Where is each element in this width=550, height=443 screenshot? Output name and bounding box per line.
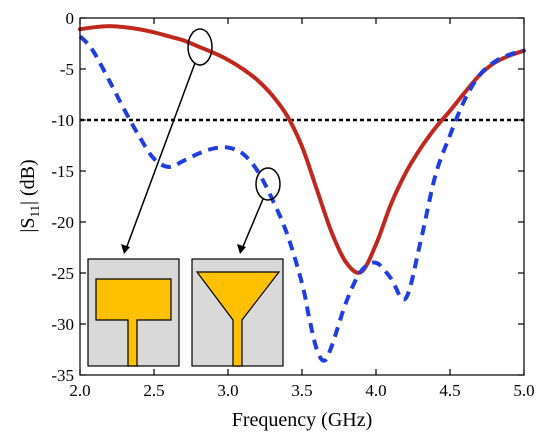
annotation-ellipse-solid (187, 28, 213, 66)
x-tick-label: 2.0 (69, 381, 90, 400)
y-axis-title-main: |S (17, 218, 39, 233)
x-tick-label: 4.0 (365, 381, 386, 400)
annotation-ellipse-dashed (255, 167, 281, 201)
y-axis-title-tail: | (dB) (17, 159, 39, 205)
inset-y-patch (191, 258, 284, 367)
inset-t-patch (87, 258, 180, 367)
y-axis-title-sub: 11 (27, 205, 42, 218)
y-tick-label: -10 (51, 111, 74, 130)
y-tick-label: -25 (51, 264, 74, 283)
arrowhead-solid (121, 244, 130, 254)
y-patch-shape (195, 271, 281, 367)
plot-frame (79, 17, 525, 376)
annotation-arrow-dashed (241, 198, 264, 250)
series-solid-line (78, 24, 526, 275)
y-tick-label: -30 (51, 315, 74, 334)
x-tick-label: 3.0 (217, 381, 238, 400)
y-axis-title: |S11| (dB) (17, 159, 42, 232)
y-tick-label: -15 (51, 162, 74, 181)
x-tick-label: 3.5 (291, 381, 312, 400)
y-tick-label: -35 (51, 366, 74, 385)
x-axis-title: Frequency (GHz) (232, 409, 373, 431)
annotation-solid (121, 28, 213, 254)
annotation-arrow-solid (125, 62, 196, 250)
x-tick-label: 4.5 (439, 381, 460, 400)
y-tick-label: 0 (66, 9, 75, 28)
y-tick-label: -5 (60, 60, 74, 79)
y-tick-label: -20 (51, 213, 74, 232)
tick-labels: 2.0 2.5 3.0 3.5 4.0 4.5 5.0 0 -5 -10 -15 -20 -25 -30 -… (51, 9, 534, 400)
annotation-dashed (237, 167, 281, 254)
x-tick-label: 5.0 (513, 381, 534, 400)
x-tick-label: 2.5 (143, 381, 164, 400)
t-patch-shape (95, 278, 172, 367)
arrowhead-dashed (237, 244, 246, 254)
